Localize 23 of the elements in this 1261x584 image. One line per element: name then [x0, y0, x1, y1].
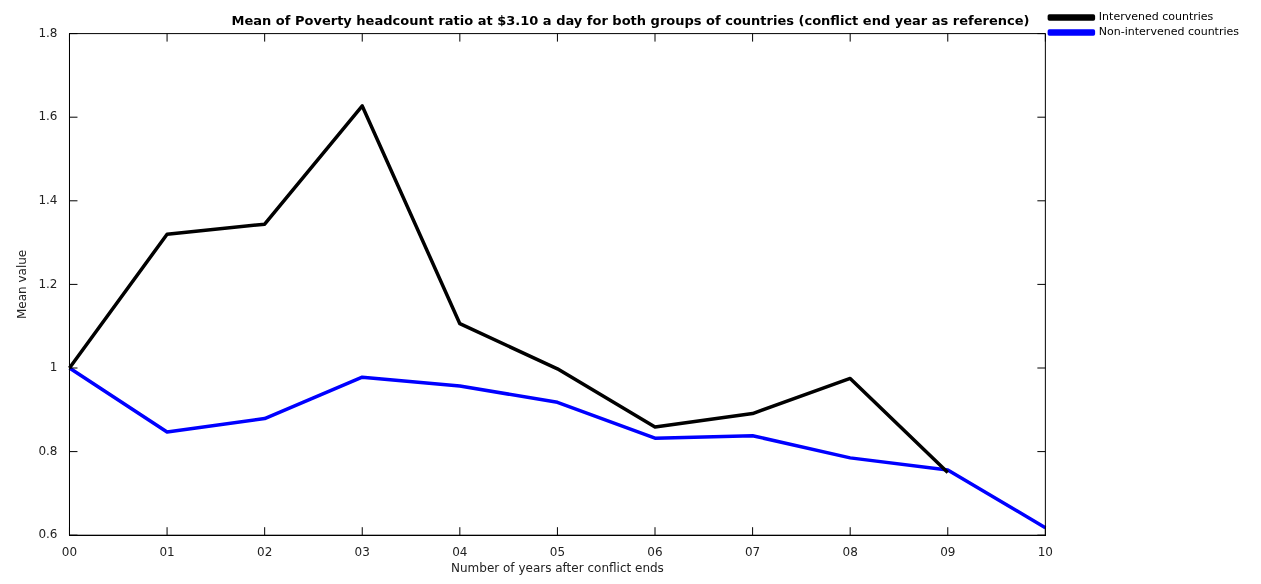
legend-label: Intervened countries — [1098, 10, 1214, 24]
x-axis-title: Number of years after conflict ends — [450, 560, 664, 575]
x-tick-label: 05 — [549, 544, 566, 559]
y-axis-title: Mean value — [15, 249, 30, 320]
y-tick-label: 1.4 — [38, 192, 58, 207]
x-tick-label: 07 — [744, 544, 761, 559]
x-tick-label: 04 — [452, 544, 468, 559]
x-tick-label: 02 — [257, 544, 273, 559]
x-tick-label: 00 — [61, 544, 78, 559]
y-tick-label: 1.8 — [38, 25, 58, 40]
y-tick-label: 1 — [49, 360, 58, 375]
x-tick-label: 08 — [842, 544, 858, 559]
y-tick-label: 1.2 — [38, 276, 58, 291]
chart-title: Mean of Poverty headcount ratio at $3.10 a day for both groups of countries (conflict end year as reference) — [231, 13, 1030, 29]
x-tick-label: 10 — [1037, 544, 1053, 559]
y-tick-label: 1.6 — [38, 109, 58, 124]
x-tick-label: 03 — [354, 544, 370, 559]
y-tick-label: 0.6 — [38, 527, 58, 542]
x-tick-label: 06 — [647, 544, 663, 559]
x-tick-label: 01 — [159, 544, 175, 559]
legend-label: Non-intervened countries — [1098, 25, 1240, 39]
x-tick-label: 09 — [940, 544, 956, 559]
y-tick-label: 0.8 — [38, 443, 58, 458]
